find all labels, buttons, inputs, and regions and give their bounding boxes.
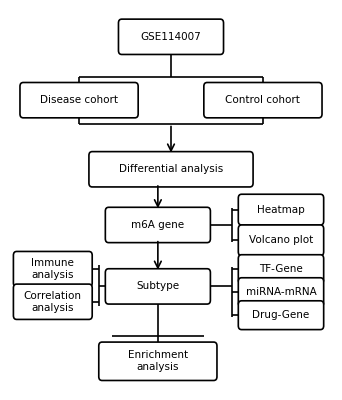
Text: Control cohort: Control cohort [225, 95, 300, 105]
FancyBboxPatch shape [238, 225, 324, 256]
FancyBboxPatch shape [105, 207, 210, 243]
Text: m6A gene: m6A gene [131, 220, 184, 230]
FancyBboxPatch shape [204, 82, 322, 118]
FancyBboxPatch shape [99, 342, 217, 380]
FancyBboxPatch shape [238, 301, 324, 330]
FancyBboxPatch shape [105, 269, 210, 304]
Text: GSE114007: GSE114007 [141, 32, 201, 42]
Text: Correlation
analysis: Correlation analysis [24, 291, 82, 312]
Text: TF-Gene: TF-Gene [259, 264, 303, 274]
FancyBboxPatch shape [13, 252, 92, 287]
FancyBboxPatch shape [238, 255, 324, 284]
Text: Disease cohort: Disease cohort [40, 95, 118, 105]
FancyBboxPatch shape [89, 152, 253, 187]
Text: Drug-Gene: Drug-Gene [252, 310, 310, 320]
Text: Immune
analysis: Immune analysis [31, 258, 74, 280]
Text: Volcano plot: Volcano plot [249, 235, 313, 245]
Text: Subtype: Subtype [136, 282, 180, 291]
FancyBboxPatch shape [20, 82, 138, 118]
Text: Enrichment
analysis: Enrichment analysis [128, 350, 188, 372]
FancyBboxPatch shape [118, 19, 224, 54]
FancyBboxPatch shape [238, 278, 324, 306]
Text: Differential analysis: Differential analysis [119, 164, 223, 174]
Text: miRNA-mRNA: miRNA-mRNA [246, 287, 316, 297]
Text: Heatmap: Heatmap [257, 205, 305, 214]
FancyBboxPatch shape [238, 194, 324, 225]
FancyBboxPatch shape [13, 284, 92, 320]
